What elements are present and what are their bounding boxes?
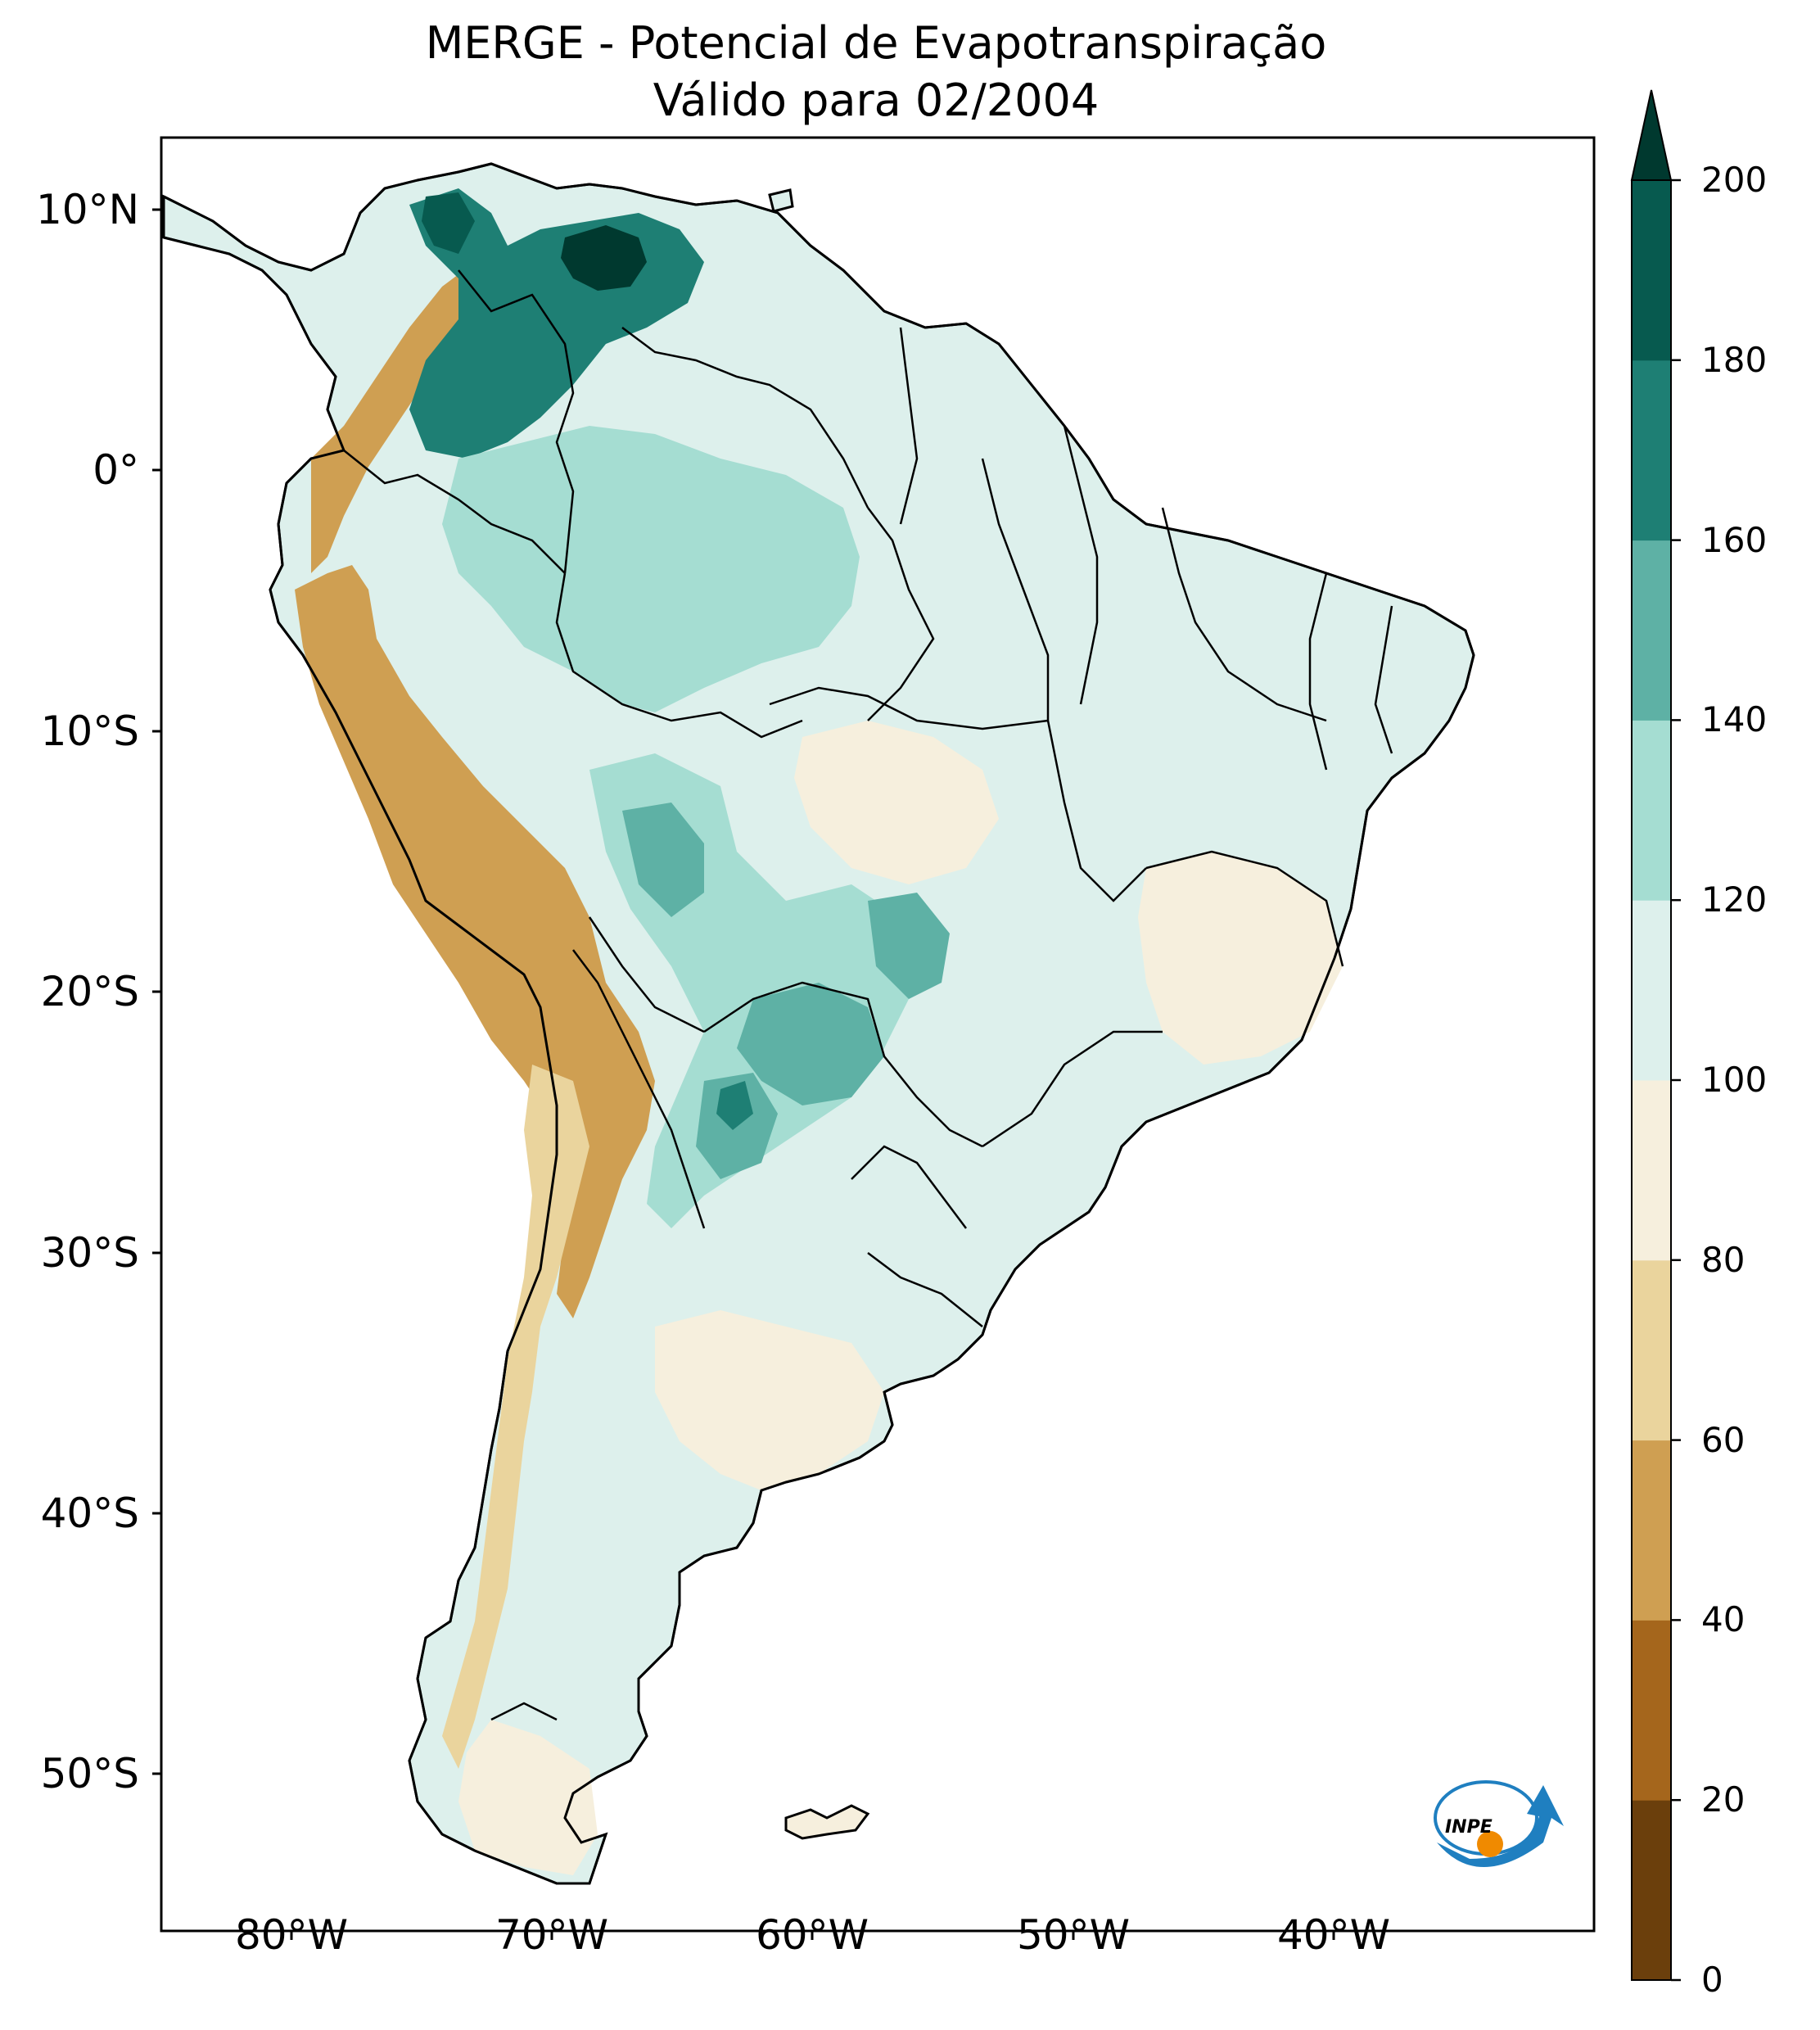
inpe-logo-text: INPE	[1445, 1817, 1493, 1838]
colorbar-tick-label: 100	[1701, 1060, 1768, 1100]
lon-ticks	[290, 1931, 1335, 1940]
colorbar-segment	[1632, 1440, 1671, 1621]
lat-label-10n: 10°N	[35, 186, 139, 233]
lat-label-50s: 50°S	[40, 1750, 139, 1797]
colorbar-segment	[1632, 1800, 1671, 1981]
central-high-1	[622, 803, 704, 917]
colorbar-tick-label: 0	[1701, 1960, 1723, 2000]
central-high-4	[868, 893, 950, 999]
map-panel	[161, 138, 1594, 1931]
lon-label-70w: 70°W	[495, 1911, 609, 1959]
lon-label-50w: 50°W	[1016, 1911, 1131, 1959]
map-frame	[160, 136, 1596, 1933]
patagonia-region	[458, 1720, 598, 1875]
colorbar	[1630, 89, 1681, 1982]
map-title: MERGE - Potencial de Evapotranspiração	[425, 17, 1327, 69]
lat-label-20s: 20°S	[40, 968, 139, 1015]
colorbar-tick-label: 60	[1701, 1419, 1745, 1460]
caribbean-islands	[768, 188, 794, 213]
colorbar-tick-label: 200	[1701, 160, 1768, 200]
colorbar-segment	[1632, 720, 1671, 901]
east-brazil-region	[1138, 852, 1343, 1065]
colorbar-segment	[1632, 1080, 1671, 1261]
lat-label-0: 0°	[93, 446, 139, 494]
lat-label-40s: 40°S	[40, 1490, 139, 1537]
lat-label-10s: 10°S	[40, 708, 139, 755]
colorbar-tick-label: 20	[1701, 1779, 1745, 1820]
colorbar-segment	[1632, 359, 1671, 541]
falkland-islands	[784, 1804, 870, 1840]
lon-label-40w: 40°W	[1276, 1911, 1391, 1959]
colorbar-tick-label: 80	[1701, 1239, 1745, 1280]
colorbar-extend-arrow	[1630, 89, 1673, 181]
colorbar-tick-label: 140	[1701, 699, 1768, 740]
colorbar-segment	[1632, 180, 1671, 361]
lat-label-30s: 30°S	[40, 1229, 139, 1277]
central-peak-1	[716, 1081, 753, 1130]
coastline	[163, 162, 1475, 1885]
central-high-2	[737, 983, 884, 1105]
amazon-region	[442, 426, 860, 712]
lon-label-60w: 60°W	[755, 1911, 869, 1959]
colorbar-tick-label: 160	[1701, 519, 1768, 560]
pampas-region	[655, 1310, 884, 1490]
colorbar-segment	[1632, 1620, 1671, 1801]
north-peak-region	[561, 225, 647, 291]
andes-mid-band	[442, 1065, 589, 1769]
map-subtitle: Válido para 02/2004	[653, 75, 1100, 126]
colorbar-segment	[1632, 900, 1671, 1081]
north-peak-region-2	[422, 192, 475, 254]
borders	[343, 269, 1393, 1721]
lat-ticks	[152, 208, 161, 1775]
colorbar-tick-label: 40	[1701, 1599, 1745, 1640]
colorbar-tick-label: 120	[1701, 879, 1768, 920]
colorbar-segment	[1632, 1259, 1671, 1441]
inpe-logo: INPE	[1434, 1780, 1564, 1867]
east-brazil-region-2	[794, 721, 999, 884]
colorbar-segment	[1632, 540, 1671, 721]
lon-label-80w: 80°W	[234, 1911, 349, 1959]
colorbar-tick-label: 180	[1701, 339, 1768, 380]
